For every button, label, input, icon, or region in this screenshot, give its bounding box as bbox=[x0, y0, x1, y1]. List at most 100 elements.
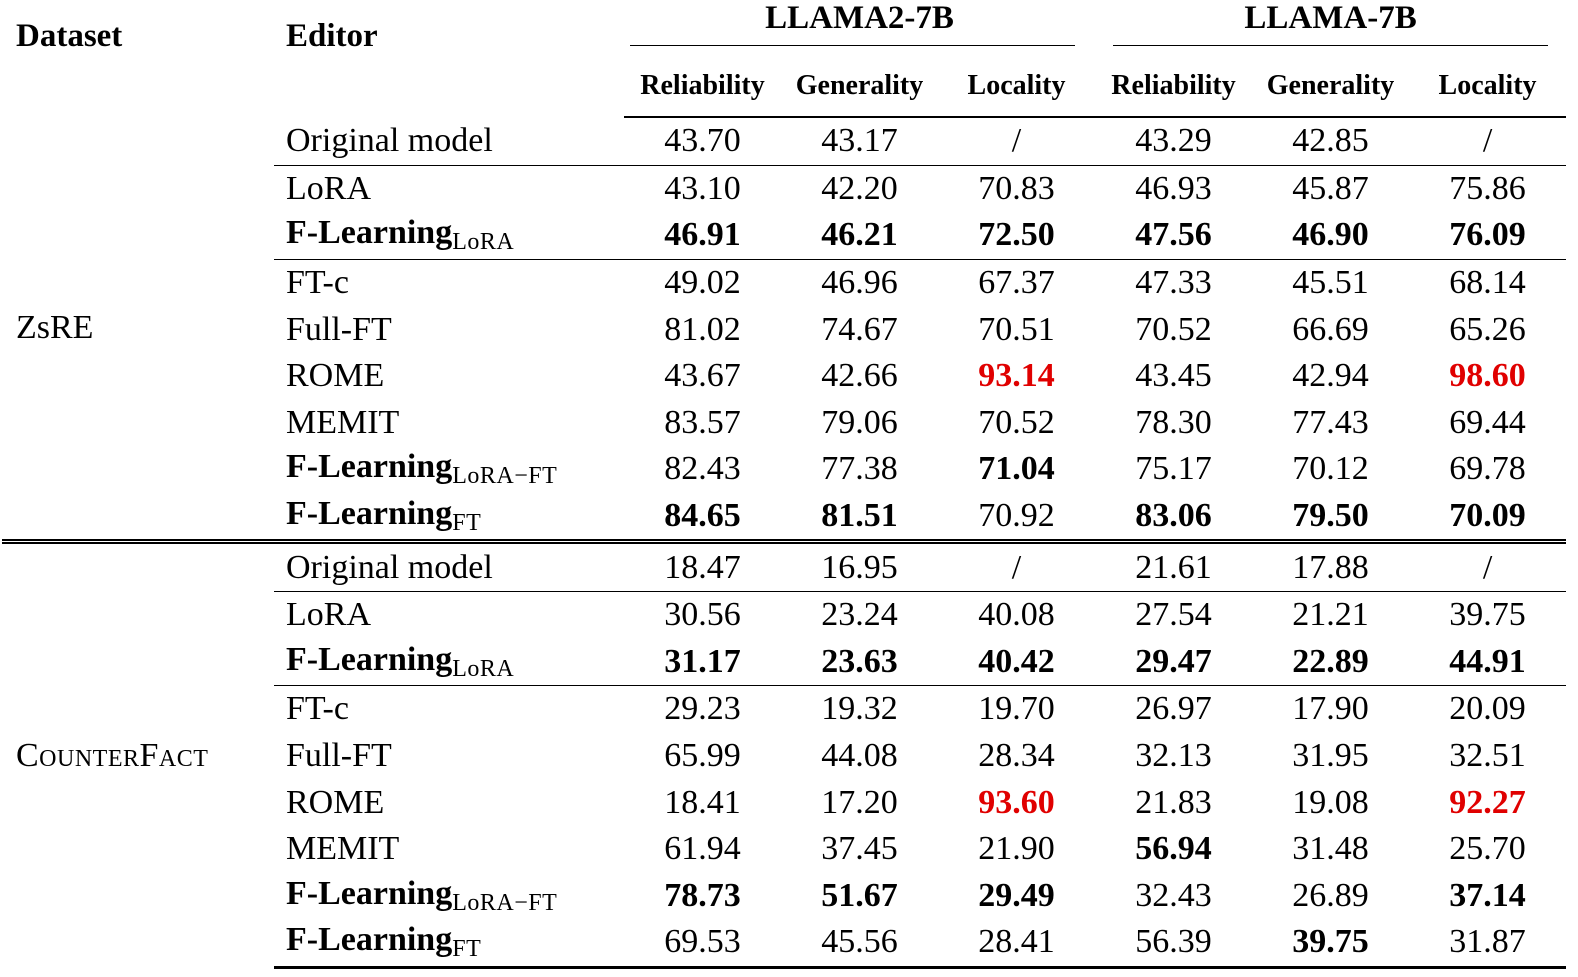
table-row: LoRA 43.10 42.20 70.83 46.93 45.87 75.86 bbox=[2, 164, 1567, 213]
editor-cell: FT-c bbox=[274, 258, 624, 307]
value-cell: 77.43 bbox=[1292, 403, 1369, 441]
value-cell: 70.09 bbox=[1449, 497, 1526, 535]
value-cell: 29.49 bbox=[978, 876, 1055, 914]
value-cell: 78.73 bbox=[664, 876, 741, 914]
value-cell: 69.78 bbox=[1449, 450, 1526, 488]
value-cell: / bbox=[938, 539, 1096, 592]
editor-cell: F-LearningLoRA bbox=[274, 212, 624, 259]
table-row: MEMIT 61.94 37.45 21.90 56.94 31.48 25.70 bbox=[2, 826, 1566, 873]
metric-header: Locality bbox=[938, 42, 1096, 118]
value-cell: 93.60 bbox=[978, 783, 1055, 821]
table-row: F-LearningLoRA−FT 78.73 51.67 29.49 32.43 26.… bbox=[2, 873, 1566, 920]
editor-name: F-Learning bbox=[286, 921, 453, 959]
value-cell: 79.50 bbox=[1292, 497, 1369, 535]
value-cell: 51.67 bbox=[821, 876, 898, 914]
table-row: F-LearningLoRA 31.17 23.63 40.42 29.47 22.89 4… bbox=[2, 639, 1566, 686]
value-cell: 46.93 bbox=[1095, 164, 1253, 213]
value-cell: 75.86 bbox=[1409, 164, 1567, 213]
group-label: LLAMA2-7B bbox=[765, 0, 954, 36]
editor-cell: Full-FT bbox=[274, 733, 624, 780]
value-cell: 45.51 bbox=[1252, 258, 1410, 307]
value-cell: 19.32 bbox=[781, 685, 938, 733]
value-cell: 20.09 bbox=[1409, 685, 1567, 733]
value-cell: 30.56 bbox=[624, 590, 781, 639]
value-cell: 23.24 bbox=[781, 590, 938, 639]
value-cell: 17.20 bbox=[821, 783, 898, 821]
editor-name: F-Learning bbox=[286, 448, 453, 486]
value-cell: 69.53 bbox=[624, 919, 781, 969]
value-cell: 39.75 bbox=[1252, 919, 1410, 969]
value-cell: 70.52 bbox=[1135, 310, 1212, 348]
value-cell: 37.45 bbox=[821, 830, 898, 868]
editor-cell: Full-FT bbox=[274, 306, 624, 353]
value-cell: 27.54 bbox=[1095, 590, 1253, 639]
value-cell: / bbox=[1482, 122, 1493, 160]
value-cell: 56.39 bbox=[1095, 919, 1253, 969]
editor-name: Original model bbox=[286, 548, 493, 586]
value-cell: 43.17 bbox=[821, 122, 898, 160]
editor-cell: Original model bbox=[274, 117, 624, 165]
value-cell: 83.06 bbox=[1135, 497, 1212, 535]
value-cell: 19.08 bbox=[1292, 783, 1369, 821]
value-cell: 18.47 bbox=[624, 539, 781, 592]
table-row: ROME 18.41 17.20 93.60 21.83 19.08 92.27 bbox=[2, 779, 1566, 826]
value-cell: 98.60 bbox=[1449, 357, 1526, 395]
value-cell: 42.94 bbox=[1292, 357, 1369, 395]
value-cell: 31.95 bbox=[1292, 737, 1369, 775]
value-cell: 43.67 bbox=[664, 357, 741, 395]
editor-name: Full-FT bbox=[286, 737, 392, 775]
value-cell: 21.21 bbox=[1252, 590, 1410, 639]
editor-subscript: LoRA−FT bbox=[452, 463, 558, 490]
value-cell: 83.57 bbox=[664, 403, 741, 441]
value-cell: 70.12 bbox=[1292, 450, 1369, 488]
editor-cell: FT-c bbox=[274, 685, 624, 733]
value-cell: 28.34 bbox=[978, 737, 1055, 775]
editor-subscript: LoRA−FT bbox=[452, 889, 558, 916]
editor-cell: ROME bbox=[274, 779, 624, 826]
value-cell: 31.87 bbox=[1409, 919, 1567, 969]
table-row: ZsRE Original model 43.70 43.17 / 43.29 42.85 / bbox=[2, 117, 1566, 346]
value-cell: 16.95 bbox=[781, 539, 938, 592]
value-cell: 75.17 bbox=[1135, 450, 1212, 488]
editor-subscript: LoRA bbox=[452, 655, 515, 682]
editor-cell: F-LearningFT bbox=[274, 919, 624, 969]
table-row: FT-c 29.23 19.32 19.70 26.97 17.90 20.09 bbox=[2, 685, 1567, 733]
editor-name: FT-c bbox=[286, 690, 349, 728]
editor-name: LoRA bbox=[286, 169, 371, 207]
header-row-groups: Dataset Editor LLAMA2-7B LLAMA-7B bbox=[2, 0, 1566, 54]
value-cell: 61.94 bbox=[664, 830, 741, 868]
value-cell: 28.41 bbox=[938, 919, 1096, 969]
value-cell: 46.91 bbox=[664, 216, 741, 254]
value-cell: 21.90 bbox=[978, 830, 1055, 868]
dataset-cell: ZsRE bbox=[2, 117, 274, 542]
value-cell: 82.43 bbox=[664, 450, 741, 488]
value-cell: 78.30 bbox=[1135, 403, 1212, 441]
table-row: F-LearningFT 84.65 81.51 70.92 83.06 79.50 70.… bbox=[2, 493, 1566, 542]
value-cell: 70.51 bbox=[978, 310, 1055, 348]
value-cell: 32.51 bbox=[1449, 737, 1526, 775]
value-cell: 45.56 bbox=[781, 919, 938, 969]
value-cell: 67.37 bbox=[938, 258, 1096, 307]
value-cell: 46.96 bbox=[781, 258, 938, 307]
metric-header: Reliability bbox=[1095, 42, 1253, 118]
value-cell: / bbox=[1409, 539, 1567, 592]
table-row: Full-FT 65.99 44.08 28.34 32.13 31.95 32.51 bbox=[2, 733, 1566, 780]
dataset-column-header: Dataset bbox=[16, 18, 123, 54]
value-cell: 22.89 bbox=[1292, 642, 1369, 680]
editor-cell: Original model bbox=[274, 539, 624, 592]
value-cell: 26.97 bbox=[1095, 685, 1253, 733]
value-cell: 66.69 bbox=[1292, 310, 1369, 348]
value-cell: 32.13 bbox=[1135, 737, 1212, 775]
editor-column-header: Editor bbox=[286, 18, 378, 54]
value-cell: 76.09 bbox=[1449, 216, 1526, 254]
value-cell: 49.02 bbox=[624, 258, 781, 307]
value-cell: 26.89 bbox=[1292, 876, 1369, 914]
table-row: F-LearningLoRA 46.91 46.21 72.50 47.56 46.90 7… bbox=[2, 212, 1566, 259]
value-cell: 29.47 bbox=[1135, 642, 1212, 680]
value-cell: 65.99 bbox=[664, 737, 741, 775]
value-cell: 31.48 bbox=[1292, 830, 1369, 868]
value-cell: 21.61 bbox=[1095, 539, 1253, 592]
value-cell: 71.04 bbox=[978, 450, 1055, 488]
value-cell: 39.75 bbox=[1409, 590, 1567, 639]
value-cell: 56.94 bbox=[1135, 830, 1212, 868]
